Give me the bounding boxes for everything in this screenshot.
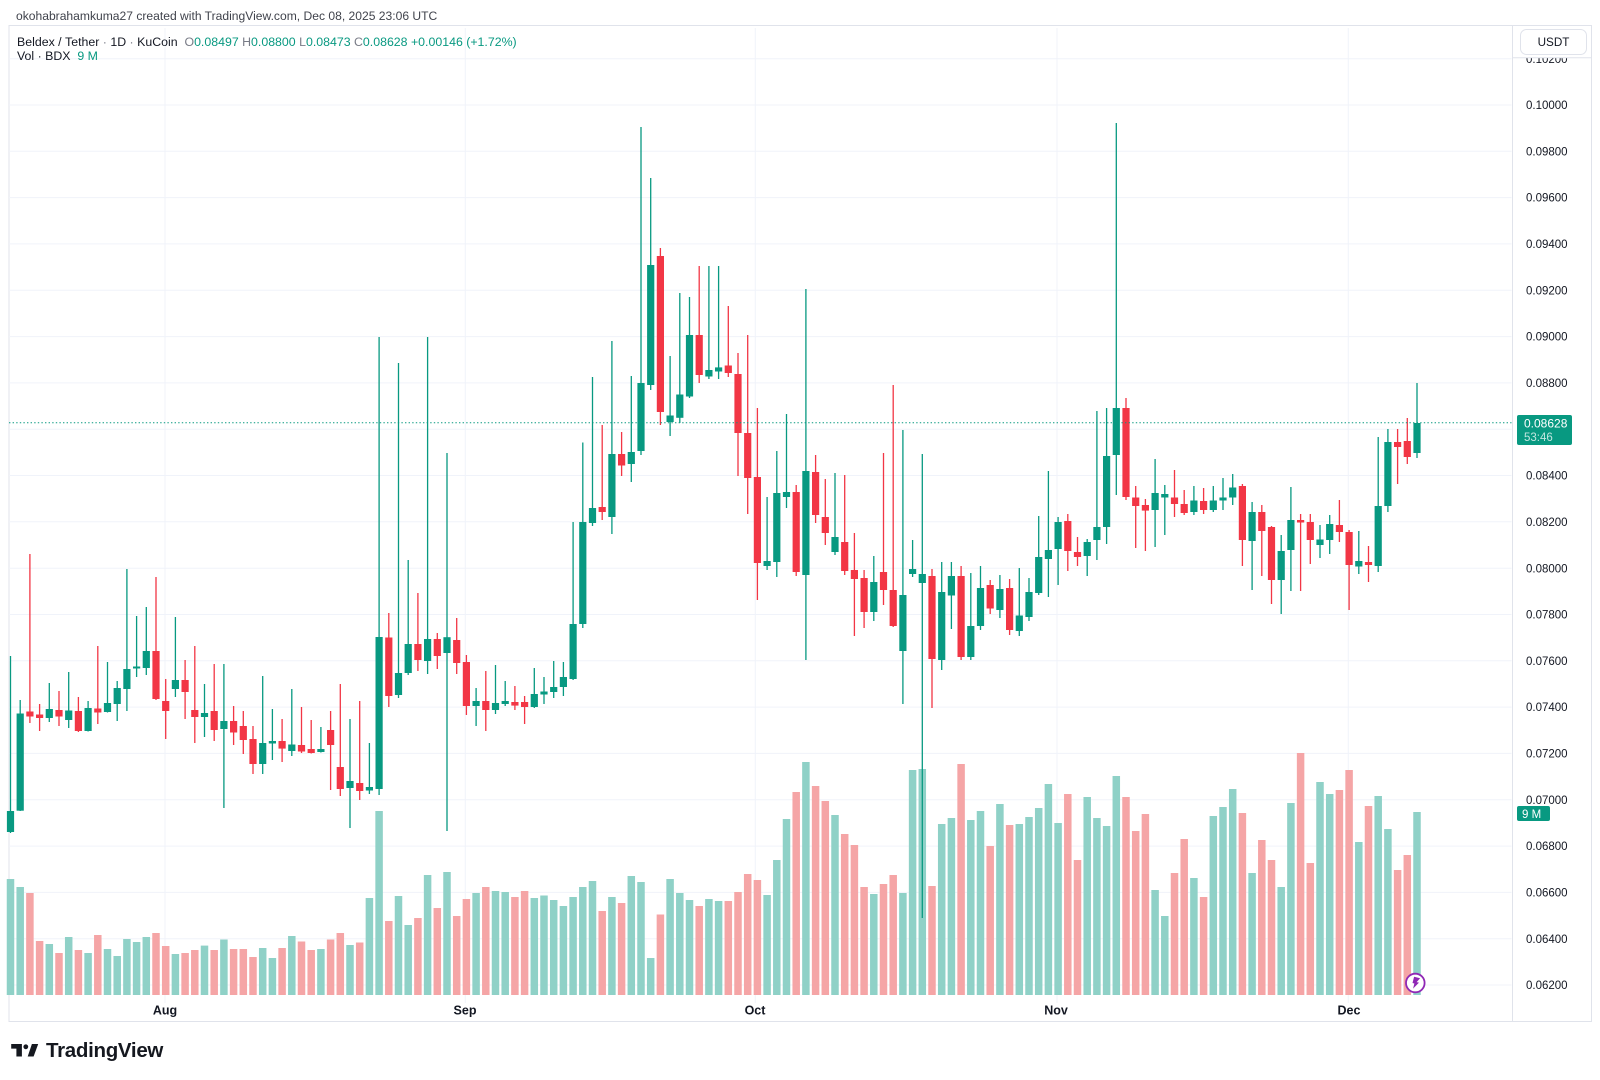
svg-text:0.10000: 0.10000 bbox=[1526, 100, 1568, 112]
svg-text:0.08628: 0.08628 bbox=[1524, 417, 1568, 431]
svg-text:Sep: Sep bbox=[454, 1004, 477, 1018]
svg-text:0.08200: 0.08200 bbox=[1526, 517, 1568, 529]
svg-text:Vol · BDX 9 M: Vol · BDX 9 M bbox=[17, 49, 98, 63]
svg-text:0.08800: 0.08800 bbox=[1526, 378, 1568, 390]
svg-text:0.06200: 0.06200 bbox=[1526, 980, 1568, 992]
svg-text:Aug: Aug bbox=[153, 1004, 177, 1018]
svg-text:Nov: Nov bbox=[1044, 1004, 1068, 1018]
svg-text:0.09800: 0.09800 bbox=[1526, 146, 1568, 158]
svg-text:0.06400: 0.06400 bbox=[1526, 934, 1568, 946]
svg-text:0.06800: 0.06800 bbox=[1526, 841, 1568, 853]
svg-text:Oct: Oct bbox=[745, 1004, 767, 1018]
svg-text:0.08000: 0.08000 bbox=[1526, 563, 1568, 575]
svg-text:USDT: USDT bbox=[1538, 36, 1570, 49]
svg-text:Beldex / Tether · 1D · KuCoin: Beldex / Tether · 1D · KuCoin O0.08497 H… bbox=[17, 35, 517, 49]
svg-text:9 M: 9 M bbox=[1522, 809, 1541, 821]
svg-text:0.07600: 0.07600 bbox=[1526, 656, 1568, 668]
svg-text:0.08400: 0.08400 bbox=[1526, 471, 1568, 483]
svg-text:0.07400: 0.07400 bbox=[1526, 702, 1568, 714]
svg-text:okohabrahamkuma27 created with: okohabrahamkuma27 created with TradingVi… bbox=[16, 9, 438, 23]
svg-text:0.09600: 0.09600 bbox=[1526, 193, 1568, 205]
svg-text:0.09400: 0.09400 bbox=[1526, 239, 1568, 251]
svg-text:0.09000: 0.09000 bbox=[1526, 332, 1568, 344]
svg-text:0.07000: 0.07000 bbox=[1526, 795, 1568, 807]
svg-text:0.07200: 0.07200 bbox=[1526, 749, 1568, 761]
svg-text:TradingView: TradingView bbox=[46, 1039, 163, 1062]
svg-text:53:46: 53:46 bbox=[1524, 432, 1553, 444]
svg-text:Dec: Dec bbox=[1338, 1004, 1361, 1018]
svg-text:0.06600: 0.06600 bbox=[1526, 888, 1568, 900]
svg-text:0.09200: 0.09200 bbox=[1526, 285, 1568, 297]
svg-text:0.07800: 0.07800 bbox=[1526, 610, 1568, 622]
